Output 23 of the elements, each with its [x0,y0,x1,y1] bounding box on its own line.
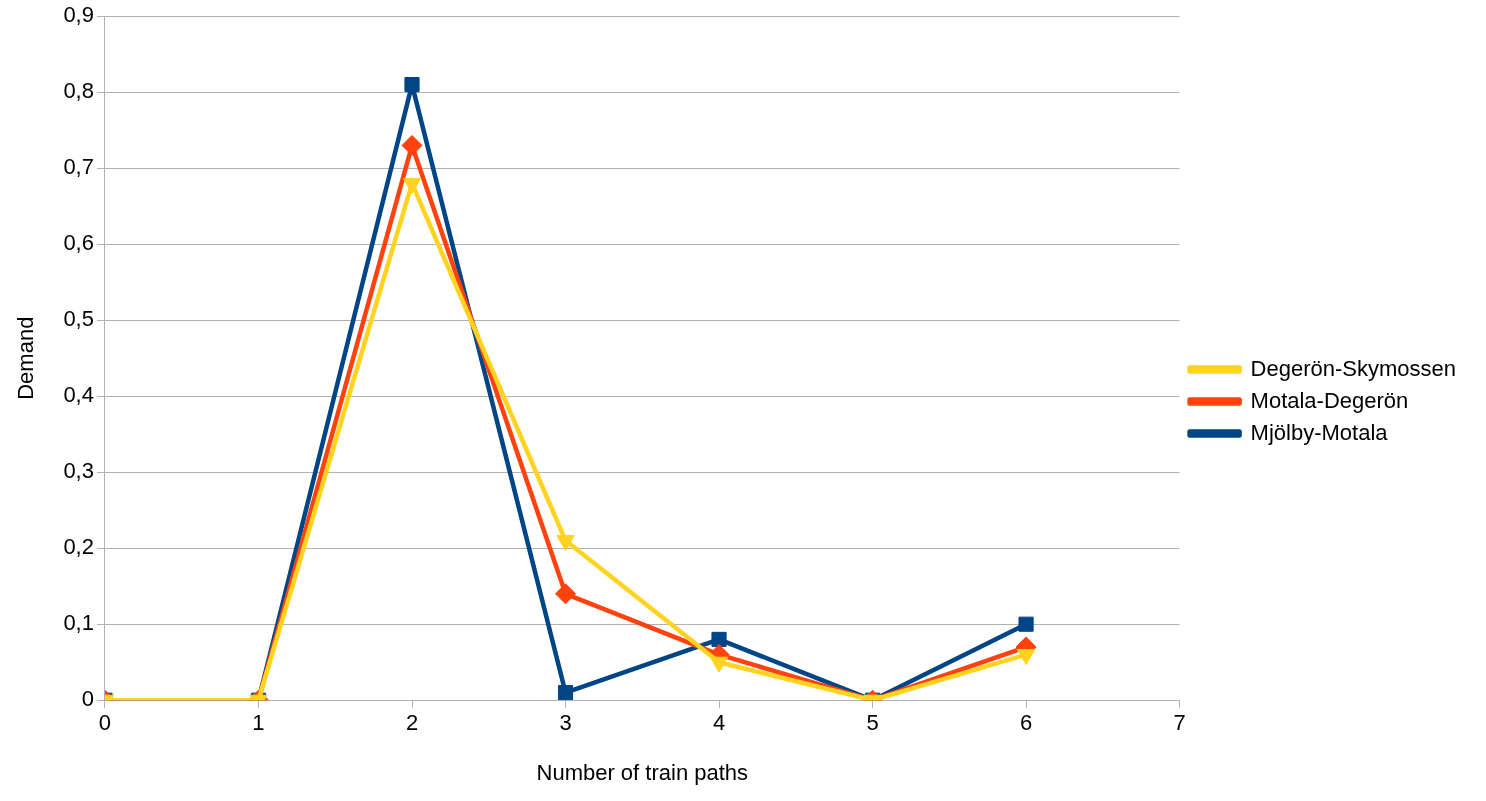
x-tick-label: 0 [98,710,112,736]
y-tick-label: 0,2 [63,534,94,560]
y-tick-label: 0,9 [63,2,94,28]
x-tick-label: 5 [866,710,879,736]
y-tick-label: 0,8 [63,78,94,104]
x-tick-label: 7 [1173,710,1186,736]
x-tick-label: 6 [1019,710,1033,736]
x-tick-label: 3 [559,710,572,736]
x-tick-label: 2 [405,710,419,736]
y-tick-label: 0,3 [63,458,94,484]
y-tick-label: 0,6 [63,230,94,256]
y-tick-label: 0,1 [63,610,94,636]
y-tick-label: 0,7 [63,154,94,180]
y-axis-title: Demand [13,316,39,400]
legend-label: Degerön-Skymossen [1250,355,1457,381]
y-tick-label: 0,5 [63,306,94,332]
x-tick-label: 1 [252,710,265,736]
y-tick-label: 0 [81,686,94,712]
x-axis-title: Number of train paths [536,759,749,785]
legend-label: Motala-Degerön [1250,387,1409,413]
x-tick-label: 4 [712,710,726,736]
legend-label: Mjölby-Motala [1250,419,1389,445]
y-tick-label: 0,4 [63,382,94,408]
